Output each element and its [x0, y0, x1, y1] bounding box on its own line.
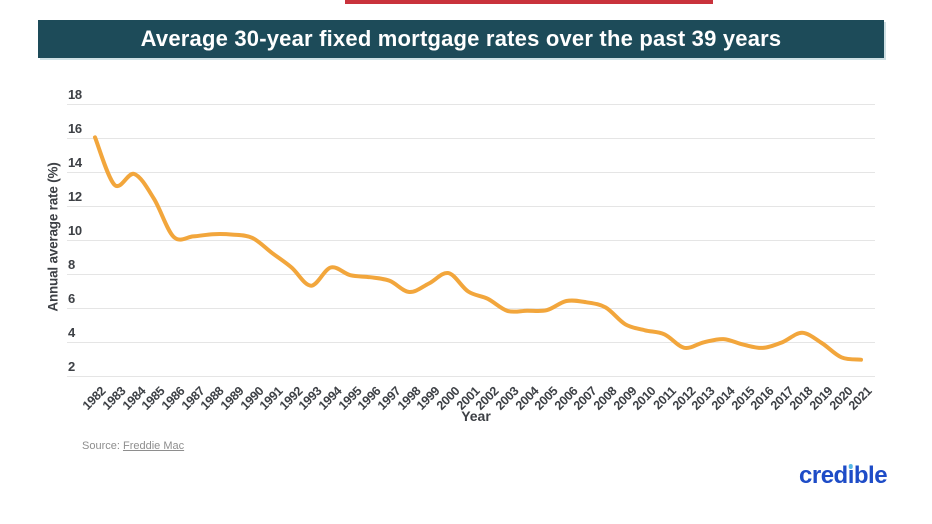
- y-tick-label: 4: [68, 325, 75, 340]
- x-axis-title: Year: [461, 408, 491, 424]
- source-text: Source: Freddie Mac: [82, 440, 184, 452]
- y-tick-label: 10: [68, 223, 82, 238]
- logo-letter-i: ı: [847, 462, 855, 490]
- logo-i-dot: [848, 464, 854, 469]
- rate-line-series: [93, 135, 863, 362]
- title-banner: Average 30-year fixed mortgage rates ove…: [38, 20, 884, 58]
- logo-part1: cred: [799, 462, 848, 489]
- credible-logo[interactable]: credı ble: [799, 462, 888, 490]
- y-tick-label: 8: [68, 257, 75, 272]
- gridline: [67, 342, 875, 343]
- y-axis-title: Annual average rate (%): [45, 162, 61, 312]
- y-tick-label: 12: [68, 189, 82, 204]
- page-title: Average 30-year fixed mortgage rates ove…: [140, 26, 782, 51]
- source-link[interactable]: Freddie Mac: [122, 440, 185, 452]
- y-tick-label: 14: [68, 155, 82, 170]
- y-tick-label: 18: [68, 87, 82, 102]
- gridline: [67, 138, 875, 139]
- y-tick-label: 6: [68, 291, 75, 306]
- gridline: [67, 172, 875, 173]
- gridline: [67, 104, 875, 105]
- gridline: [67, 308, 875, 309]
- gridline: [67, 206, 875, 207]
- gridline: [67, 376, 875, 377]
- logo-i-stem: ı: [847, 462, 855, 489]
- y-tick-label: 2: [68, 359, 75, 374]
- gridline: [67, 274, 875, 275]
- gridline: [67, 240, 875, 241]
- source-label: Source:: [82, 440, 123, 452]
- top-accent-line: [345, 0, 713, 4]
- y-tick-label: 16: [68, 121, 82, 136]
- logo-part2: ble: [853, 462, 888, 489]
